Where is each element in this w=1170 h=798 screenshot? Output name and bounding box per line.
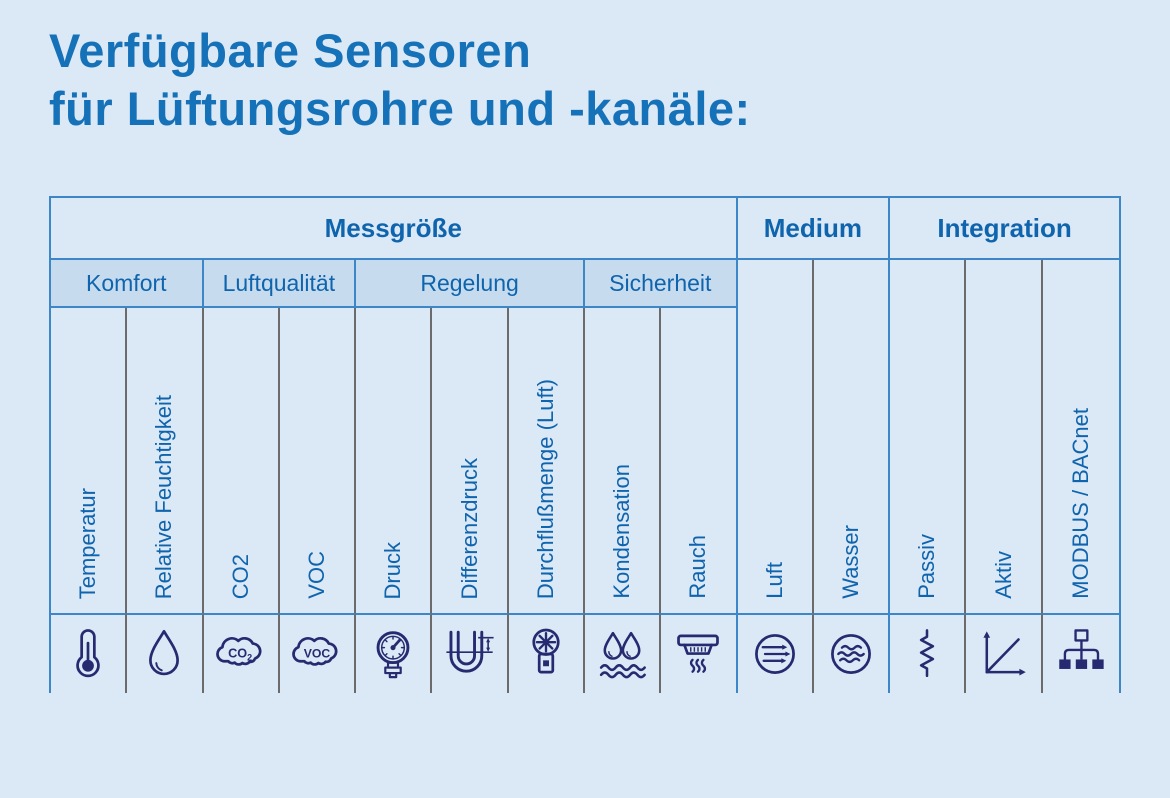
column-rauch: Rauch xyxy=(661,308,738,613)
column-temperatur: Temperatur xyxy=(51,308,128,613)
icon-cell-durchflu-menge-luft xyxy=(508,613,585,693)
header-integration: Integration xyxy=(890,198,1119,260)
network-tree-icon xyxy=(1052,625,1110,683)
header-label: Messgröße xyxy=(324,212,462,243)
column-luft: Luft xyxy=(738,260,814,613)
column-wasser: Wasser xyxy=(814,260,891,613)
pressure-gauge-icon xyxy=(364,625,422,683)
column-label: Wasser xyxy=(837,525,863,599)
svg-text:CO2: CO2 xyxy=(228,647,252,663)
column-label: Passiv xyxy=(914,534,940,599)
icon-cell-luft xyxy=(737,613,814,693)
icon-cell-co2: CO2 xyxy=(203,613,280,693)
header-messgr-e: Messgröße xyxy=(51,198,738,260)
header-medium: Medium xyxy=(737,198,891,260)
column-label: Temperatur xyxy=(75,487,101,599)
icon-cell-wasser xyxy=(813,613,891,693)
subheader-label: Luftqualität xyxy=(222,269,336,296)
column-durchflu-menge-luft: Durchflußmenge (Luft) xyxy=(509,308,585,613)
icon-cell-rauch xyxy=(661,613,738,693)
header-label: Integration xyxy=(937,212,1072,243)
column-label: CO2 xyxy=(227,553,253,599)
icon-cell-temperatur xyxy=(51,613,128,693)
icon-cell-druck xyxy=(356,613,433,693)
subheader-regelung: Regelung xyxy=(356,260,585,308)
icon-cell-aktiv xyxy=(966,613,1043,693)
subheader-komfort: Komfort xyxy=(51,260,204,308)
column-differenzdruck: Differenzdruck xyxy=(432,308,509,613)
column-label: Durchflußmenge (Luft) xyxy=(532,378,558,599)
subheader-label: Regelung xyxy=(420,269,519,296)
column-relative-feuchtigkeit: Relative Feuchtigkeit xyxy=(127,308,204,613)
column-aktiv: Aktiv xyxy=(966,260,1043,613)
resistor-icon xyxy=(898,625,956,683)
water-drop-icon xyxy=(135,625,193,683)
subheader-label: Komfort xyxy=(86,269,167,296)
subheader-sicherheit: Sicherheit xyxy=(584,260,738,308)
page-title-line2: für Lüftungsrohre und -kanäle: xyxy=(49,81,751,135)
subheader-luftqualit-t: Luftqualität xyxy=(203,260,357,308)
page-title-line1: Verfügbare Sensoren xyxy=(49,24,532,77)
column-kondensation: Kondensation xyxy=(585,308,662,613)
icon-cell-voc: VOC xyxy=(279,613,357,693)
column-druck: Druck xyxy=(356,308,433,613)
smoke-detector-icon xyxy=(669,625,727,683)
thermometer-icon xyxy=(59,625,117,683)
column-voc: VOC xyxy=(280,308,357,613)
column-label: Aktiv xyxy=(990,551,1016,599)
water-waves-icon xyxy=(822,625,880,683)
header-label: Medium xyxy=(763,212,862,243)
icon-cell-differenzdruck xyxy=(432,613,509,693)
icon-cell-passiv xyxy=(890,613,967,693)
icon-cell-modbus-bacnet xyxy=(1042,613,1119,693)
page-title: Verfügbare Sensoren für Lüftungsrohre un… xyxy=(49,22,751,138)
air-flow-icon xyxy=(746,625,804,683)
column-label: Rauch xyxy=(685,535,711,599)
column-modbus-bacnet: MODBUS / BACnet xyxy=(1043,260,1119,613)
condensation-icon xyxy=(593,625,651,683)
anemometer-icon xyxy=(517,625,575,683)
graph-axes-icon xyxy=(975,625,1033,683)
column-label: Differenzdruck xyxy=(456,457,482,599)
icon-cell-kondensation xyxy=(584,613,662,693)
column-label: MODBUS / BACnet xyxy=(1067,408,1093,599)
column-label: Relative Feuchtigkeit xyxy=(151,394,177,599)
column-label: Kondensation xyxy=(609,464,635,599)
co2-cloud-icon: CO2 xyxy=(212,625,270,683)
u-tube-manometer-icon xyxy=(441,625,499,683)
svg-text:VOC: VOC xyxy=(304,647,331,661)
subheader-label: Sicherheit xyxy=(609,269,712,296)
column-label: Druck xyxy=(380,541,406,599)
sensor-table: Messgröße Medium Integration Komfort Luftqua… xyxy=(49,196,1121,693)
column-passiv: Passiv xyxy=(890,260,967,613)
column-label: Luft xyxy=(761,562,787,599)
column-co2: CO2 xyxy=(204,308,280,613)
icon-cell-relative-feuchtigkeit xyxy=(127,613,204,693)
column-label: VOC xyxy=(303,551,329,599)
voc-cloud-icon: VOC xyxy=(288,625,346,683)
